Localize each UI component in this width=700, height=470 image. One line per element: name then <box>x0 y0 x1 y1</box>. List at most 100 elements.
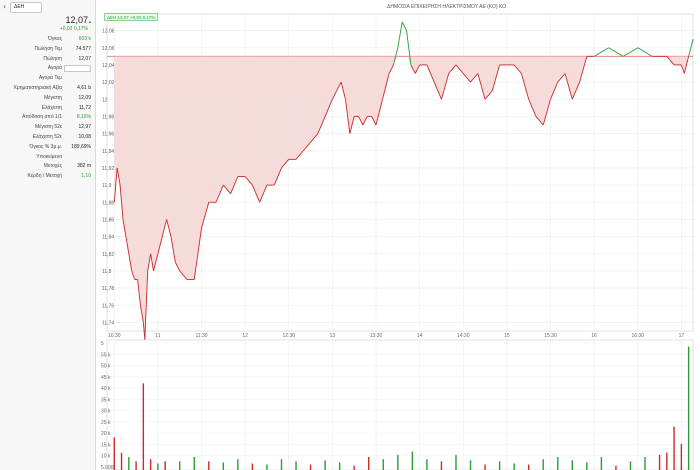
quote-field-value: 12,07 <box>78 55 91 62</box>
volume-tick-label: 5.000 <box>101 465 114 470</box>
quote-field-value: 1,10 <box>81 173 91 180</box>
volume-bar <box>120 452 123 470</box>
time-tick-label: 15:30 <box>544 333 557 339</box>
price-volume-chart[interactable]: 12,08 12,06 12,04 12,02 12 11,98 11,96 11,94 11,… <box>97 0 700 470</box>
quote-field-label: Αγορά Τεμ <box>38 75 62 82</box>
price-line-segment <box>166 219 172 237</box>
quote-field-value: 12,97 <box>78 124 91 131</box>
volume-bar <box>600 457 603 470</box>
price-line-segment <box>528 99 537 117</box>
quote-field-label: Απόδοση από 1/1 <box>22 114 62 121</box>
volume-bar <box>498 461 501 470</box>
volume-bar <box>266 464 268 470</box>
price-line-segment <box>470 73 479 83</box>
volume-tick-label: 40 k <box>101 386 111 392</box>
price-line-segment <box>484 90 493 100</box>
quote-field-label: Υποκείμενο <box>36 153 62 160</box>
quote-field-row: Αγορά <box>0 64 96 73</box>
quote-field-label: Ελάχιστη <box>41 104 62 111</box>
price-line-segment <box>441 73 450 100</box>
price-line-segment <box>302 141 311 152</box>
volume-tick-label: 15 k <box>101 442 111 448</box>
price-tick-label: 11,74 <box>102 320 114 326</box>
price-line-segment <box>116 167 121 186</box>
quote-field-label: Όγκος <box>47 36 62 42</box>
volume-bar <box>426 459 428 470</box>
quote-field-value: 12,09 <box>78 94 91 101</box>
volume-bar <box>527 464 530 470</box>
price-line-segment <box>193 227 202 280</box>
price-line-segment <box>131 270 136 280</box>
price-line-segment <box>161 219 168 237</box>
quote-field-label: Μέγιστη 52ε <box>34 124 62 131</box>
volume-bar <box>658 454 661 470</box>
chart-area[interactable]: 12,08 12,06 12,04 12,02 12 11,98 11,96 11,94 11,… <box>97 0 700 470</box>
volume-bar <box>164 461 166 470</box>
quote-field-value: 189,69% <box>71 143 91 150</box>
price-line-segment <box>414 64 421 74</box>
price-line-segment <box>666 56 675 66</box>
volume-bar <box>309 464 312 470</box>
volume-bar <box>440 461 443 470</box>
ticker-search-input[interactable]: ΔΕΗ <box>10 2 42 13</box>
volume-bar <box>128 457 130 470</box>
price-line-segment <box>406 30 412 65</box>
price-line-segment <box>637 47 653 57</box>
price-line-segment <box>295 150 304 160</box>
quote-field-label: Μέγιστη <box>44 94 62 101</box>
volume-bar <box>324 460 326 470</box>
volume-bar <box>135 461 137 470</box>
price-line-segment <box>393 47 399 66</box>
volume-tick-label: 30 k <box>101 409 111 415</box>
price-line-segment <box>251 184 261 203</box>
price-line-segment <box>324 99 333 117</box>
price-line-segment <box>542 99 551 126</box>
price-line-segment <box>147 253 152 271</box>
price-line-segment <box>513 64 522 74</box>
time-tick-label: 13:30 <box>370 333 383 339</box>
price-tick-label: 12,08 <box>102 29 115 35</box>
price-line-segment <box>144 270 149 340</box>
chart-legend-badge: ΔΕΗ 12,07 +0,02 0,17% <box>104 13 159 21</box>
price-line-segment <box>683 56 690 74</box>
time-tick-label: 15 <box>504 333 510 339</box>
price-line-segment <box>259 184 268 203</box>
price-line-segment <box>119 185 124 220</box>
price-tick-label: 12 <box>102 97 108 103</box>
volume-bar <box>411 451 414 470</box>
price-line-segment <box>174 262 181 272</box>
quote-field-label: Όγκος % 3μ.μ. <box>29 143 62 150</box>
volume-bar <box>557 457 559 470</box>
back-chevron-icon[interactable]: ‹ <box>3 2 7 11</box>
time-tick-label: 11:30 <box>195 333 207 339</box>
quote-field-row: Κέρδη / Μετοχή 1,10 <box>0 172 96 181</box>
volume-tick-label: 25 k <box>101 420 111 426</box>
price-tick-label: 12,02 <box>102 80 115 86</box>
price-line-segment <box>535 116 544 126</box>
volume-bar <box>513 463 515 470</box>
volume-bar <box>237 459 239 470</box>
price-line-segment <box>520 73 530 100</box>
volume-bar <box>179 461 181 470</box>
price-line-segment <box>397 21 403 48</box>
price-tick-label: 11,9 <box>102 183 112 189</box>
volume-bar <box>251 463 254 470</box>
time-tick-label: 16 <box>591 333 597 339</box>
volume-bar <box>193 457 195 470</box>
price-line-segment <box>331 90 338 100</box>
price-tick-label: 11,76 <box>102 303 114 309</box>
quote-field-input[interactable] <box>64 65 91 73</box>
volume-bar <box>673 426 675 470</box>
quote-panel: ‹ ΔΕΗ 12,07 ▲ +0,02 0,17% Όγκος 603 k Πώλη… <box>0 0 96 470</box>
price-line-segment <box>564 73 573 100</box>
volume-bar <box>644 457 646 470</box>
price-line-segment <box>608 47 624 57</box>
price-line-segment <box>410 64 416 74</box>
time-tick-label: 14 <box>417 333 423 339</box>
volume-tick-label: 35 k <box>101 397 111 403</box>
quote-field-row: Ελάχιστη 11,72 <box>0 104 96 113</box>
volume-bar <box>280 459 283 470</box>
quote-field-row: Αγορά Τεμ <box>0 74 96 83</box>
price-tick-label: 11,78 <box>102 286 114 292</box>
volume-tick-label: 45 k <box>101 375 111 381</box>
